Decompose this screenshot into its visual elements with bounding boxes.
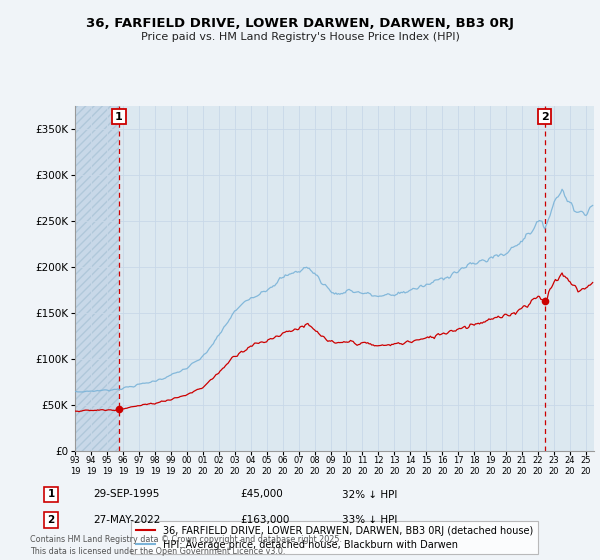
Legend: 36, FARFIELD DRIVE, LOWER DARWEN, DARWEN, BB3 0RJ (detached house), HPI: Average: 36, FARFIELD DRIVE, LOWER DARWEN, DARWEN… [131,521,538,554]
Text: 32% ↓ HPI: 32% ↓ HPI [342,489,397,500]
Text: 33% ↓ HPI: 33% ↓ HPI [342,515,397,525]
Text: 36, FARFIELD DRIVE, LOWER DARWEN, DARWEN, BB3 0RJ: 36, FARFIELD DRIVE, LOWER DARWEN, DARWEN… [86,17,514,30]
Text: 1: 1 [47,489,55,500]
Text: £45,000: £45,000 [240,489,283,500]
Text: 2: 2 [47,515,55,525]
Text: 2: 2 [541,111,548,122]
Text: Contains HM Land Registry data © Crown copyright and database right 2025.
This d: Contains HM Land Registry data © Crown c… [30,535,342,556]
Text: £163,000: £163,000 [240,515,289,525]
Text: 1: 1 [115,111,123,122]
Text: Price paid vs. HM Land Registry's House Price Index (HPI): Price paid vs. HM Land Registry's House … [140,32,460,43]
Text: 27-MAY-2022: 27-MAY-2022 [93,515,160,525]
Text: 29-SEP-1995: 29-SEP-1995 [93,489,160,500]
